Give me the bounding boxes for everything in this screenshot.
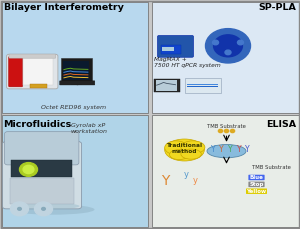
Circle shape <box>20 163 38 176</box>
FancyBboxPatch shape <box>63 61 89 80</box>
FancyBboxPatch shape <box>162 47 174 51</box>
FancyBboxPatch shape <box>9 54 56 58</box>
FancyBboxPatch shape <box>160 45 181 54</box>
Circle shape <box>212 40 218 45</box>
Text: Yellow: Yellow <box>246 189 267 194</box>
Text: ELISA: ELISA <box>266 120 296 129</box>
Text: Bilayer Interferometry: Bilayer Interferometry <box>4 3 124 12</box>
Ellipse shape <box>11 204 95 215</box>
FancyBboxPatch shape <box>187 86 218 87</box>
Ellipse shape <box>14 203 80 210</box>
FancyBboxPatch shape <box>158 35 194 57</box>
FancyBboxPatch shape <box>187 84 218 85</box>
Circle shape <box>225 50 231 55</box>
FancyBboxPatch shape <box>61 58 92 81</box>
FancyBboxPatch shape <box>10 178 74 204</box>
FancyBboxPatch shape <box>184 78 221 93</box>
FancyBboxPatch shape <box>152 115 298 227</box>
Text: Y: Y <box>228 145 233 154</box>
Circle shape <box>34 202 52 216</box>
Text: TMB Substrate: TMB Substrate <box>252 165 291 170</box>
FancyBboxPatch shape <box>7 54 58 89</box>
Text: y: y <box>193 176 197 185</box>
Text: Y: Y <box>245 145 250 154</box>
Circle shape <box>224 129 229 133</box>
Text: Stop: Stop <box>249 182 264 187</box>
Text: TMB Substrate: TMB Substrate <box>207 124 246 129</box>
FancyBboxPatch shape <box>152 2 298 113</box>
Ellipse shape <box>181 141 205 154</box>
Circle shape <box>230 129 235 133</box>
Text: Traditional
method: Traditional method <box>167 143 203 154</box>
Circle shape <box>218 129 223 133</box>
FancyBboxPatch shape <box>4 132 79 165</box>
Ellipse shape <box>169 150 189 160</box>
FancyBboxPatch shape <box>9 57 22 87</box>
Ellipse shape <box>165 139 204 161</box>
FancyBboxPatch shape <box>30 84 47 88</box>
Circle shape <box>42 207 45 210</box>
FancyBboxPatch shape <box>60 81 95 85</box>
Circle shape <box>238 40 244 45</box>
FancyBboxPatch shape <box>2 142 82 209</box>
FancyBboxPatch shape <box>156 80 177 91</box>
Text: Gyrolab xP
workstation: Gyrolab xP workstation <box>70 123 107 134</box>
Text: Y: Y <box>211 145 215 154</box>
FancyBboxPatch shape <box>2 115 148 227</box>
Text: MagMAX +
7500 HT qPCR system: MagMAX + 7500 HT qPCR system <box>154 57 220 68</box>
Text: Y: Y <box>161 174 169 188</box>
Ellipse shape <box>181 149 201 159</box>
Circle shape <box>23 165 34 174</box>
Text: Y: Y <box>236 145 241 154</box>
FancyBboxPatch shape <box>11 160 72 177</box>
FancyBboxPatch shape <box>23 58 53 85</box>
Ellipse shape <box>165 141 188 155</box>
Circle shape <box>214 35 242 57</box>
Circle shape <box>18 207 21 210</box>
Circle shape <box>206 29 250 63</box>
Circle shape <box>11 202 28 216</box>
FancyBboxPatch shape <box>246 188 267 194</box>
FancyBboxPatch shape <box>2 2 148 113</box>
Text: Y: Y <box>219 145 224 154</box>
FancyBboxPatch shape <box>154 79 180 92</box>
Text: Microfluidics: Microfluidics <box>4 120 72 129</box>
Text: Blue: Blue <box>250 175 263 180</box>
Text: Octet RED96 system: Octet RED96 system <box>41 105 106 110</box>
Text: SP-PLA: SP-PLA <box>259 3 296 12</box>
Text: y: y <box>184 169 188 179</box>
FancyBboxPatch shape <box>248 182 265 187</box>
Ellipse shape <box>207 144 246 158</box>
FancyBboxPatch shape <box>248 175 265 180</box>
